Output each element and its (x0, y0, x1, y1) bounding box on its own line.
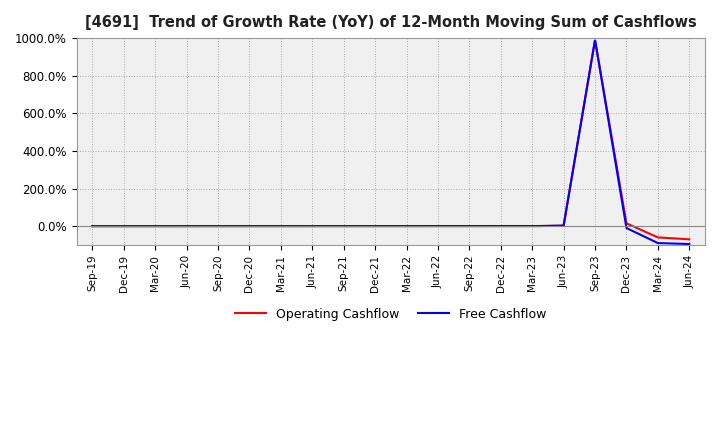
Operating Cashflow (590, 38, 599, 43)
Free Cashflow (667, 241, 676, 246)
Free Cashflow (668, 241, 677, 246)
Title: [4691]  Trend of Growth Rate (YoY) of 12-Month Moving Sum of Cashflows: [4691] Trend of Growth Rate (YoY) of 12-… (85, 15, 697, 30)
Legend: Operating Cashflow, Free Cashflow: Operating Cashflow, Free Cashflow (230, 303, 552, 326)
Line: Operating Cashflow: Operating Cashflow (92, 40, 689, 239)
Free Cashflow (119, 224, 127, 229)
Operating Cashflow (668, 236, 677, 241)
Operating Cashflow (667, 236, 676, 241)
Operating Cashflow (88, 224, 96, 229)
Operating Cashflow (685, 237, 693, 242)
Free Cashflow (88, 224, 96, 229)
Operating Cashflow (119, 224, 127, 229)
Operating Cashflow (558, 223, 567, 228)
Operating Cashflow (362, 224, 371, 229)
Free Cashflow (590, 38, 599, 43)
Free Cashflow (378, 224, 387, 229)
Free Cashflow (362, 224, 371, 229)
Line: Free Cashflow: Free Cashflow (92, 40, 689, 244)
Free Cashflow (558, 223, 567, 228)
Free Cashflow (685, 242, 693, 247)
Operating Cashflow (378, 224, 387, 229)
